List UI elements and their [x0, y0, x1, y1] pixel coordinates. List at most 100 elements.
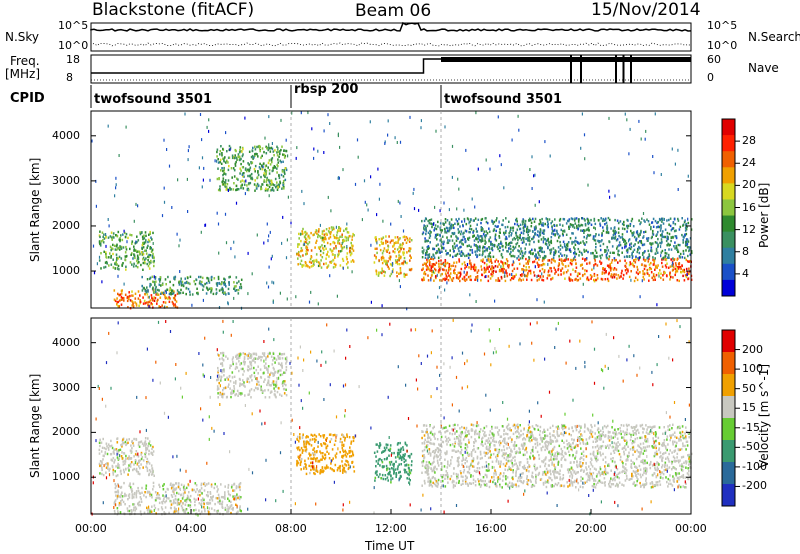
data-cell: [597, 239, 599, 243]
data-cell: [610, 261, 613, 264]
data-cell: [655, 226, 658, 229]
data-cell: [484, 270, 487, 273]
data-cell: [161, 508, 164, 511]
data-cell: [387, 479, 389, 482]
data-cell: [618, 241, 621, 244]
data-cell: [530, 278, 533, 282]
scatter-cell: [308, 300, 311, 304]
data-cell: [525, 237, 527, 240]
data-cell: [135, 496, 138, 499]
data-cell: [630, 219, 633, 223]
data-cell: [238, 392, 240, 395]
data-cell: [168, 511, 170, 515]
data-cell: [123, 299, 125, 302]
data-cell: [227, 385, 229, 388]
data-cell: [111, 459, 113, 462]
data-cell: [312, 453, 315, 456]
data-cell: [187, 483, 190, 486]
data-cell: [162, 494, 164, 497]
data-cell: [271, 382, 274, 385]
data-cell: [325, 257, 327, 260]
data-cell: [639, 222, 641, 226]
data-cell: [110, 254, 112, 258]
data-cell: [666, 238, 669, 241]
data-cell: [626, 248, 629, 251]
data-cell: [149, 230, 151, 234]
data-cell: [606, 245, 608, 249]
data-cell: [607, 216, 610, 220]
data-cell: [345, 239, 348, 242]
data-cell: [513, 236, 516, 240]
data-cell: [114, 448, 116, 451]
data-cell: [441, 262, 443, 266]
data-cell: [322, 452, 324, 455]
data-cell: [514, 238, 516, 241]
data-cell: [623, 227, 626, 231]
data-cell: [382, 256, 385, 260]
data-cell: [238, 158, 241, 162]
data-cell: [236, 366, 239, 369]
data-cell: [221, 167, 223, 170]
data-cell: [235, 495, 237, 498]
data-cell: [115, 245, 118, 248]
data-cell: [303, 235, 306, 238]
data-cell: [533, 271, 535, 274]
data-cell: [631, 231, 633, 235]
scatter-cell: [313, 147, 315, 151]
data-cell: [522, 254, 525, 258]
data-cell: [580, 263, 582, 267]
data-cell: [465, 222, 468, 226]
data-cell: [210, 496, 212, 499]
scatter-cell: [95, 204, 97, 208]
data-cell: [181, 497, 184, 500]
data-cell: [660, 251, 663, 254]
data-cell: [341, 446, 344, 450]
data-cell: [521, 220, 524, 223]
data-cell: [484, 236, 487, 239]
data-cell: [518, 245, 520, 248]
data-cell: [202, 288, 204, 291]
data-cell: [320, 259, 322, 262]
data-cell: [225, 186, 228, 189]
data-cell: [401, 243, 403, 246]
data-cell: [283, 382, 286, 386]
scatter-cell: [244, 192, 246, 196]
data-cell: [449, 268, 452, 271]
scatter-cell: [581, 112, 583, 116]
data-cell: [594, 249, 597, 252]
data-cell: [191, 293, 194, 296]
data-cell: [493, 228, 496, 231]
data-cell: [446, 219, 449, 222]
data-cell: [173, 277, 175, 280]
data-cell: [382, 477, 385, 481]
data-cell: [261, 390, 264, 393]
data-cell: [221, 286, 224, 290]
data-cell: [527, 233, 529, 237]
data-cell: [421, 256, 424, 259]
data-cell: [127, 441, 129, 444]
scatter-cell: [191, 303, 193, 307]
data-cell: [543, 238, 545, 241]
data-cell: [247, 188, 250, 192]
scatter-cell: [287, 154, 289, 158]
data-cell: [281, 366, 283, 369]
data-cell: [381, 271, 383, 275]
data-cell: [661, 234, 663, 237]
scatter-cell: [301, 189, 303, 193]
data-cell: [662, 256, 665, 259]
data-cell: [233, 182, 235, 185]
data-cell: [234, 162, 237, 166]
data-cell: [353, 470, 356, 473]
data-cell: [339, 250, 342, 253]
data-cell: [189, 504, 192, 507]
data-cell: [612, 229, 615, 232]
data-cell: [249, 181, 252, 185]
data-cell: [662, 222, 665, 225]
data-cell: [685, 242, 687, 245]
data-cell: [141, 231, 143, 234]
data-cell: [453, 242, 456, 245]
data-cell: [499, 228, 501, 231]
data-cell: [476, 247, 479, 250]
data-cell: [599, 254, 601, 258]
data-cell: [252, 352, 255, 356]
